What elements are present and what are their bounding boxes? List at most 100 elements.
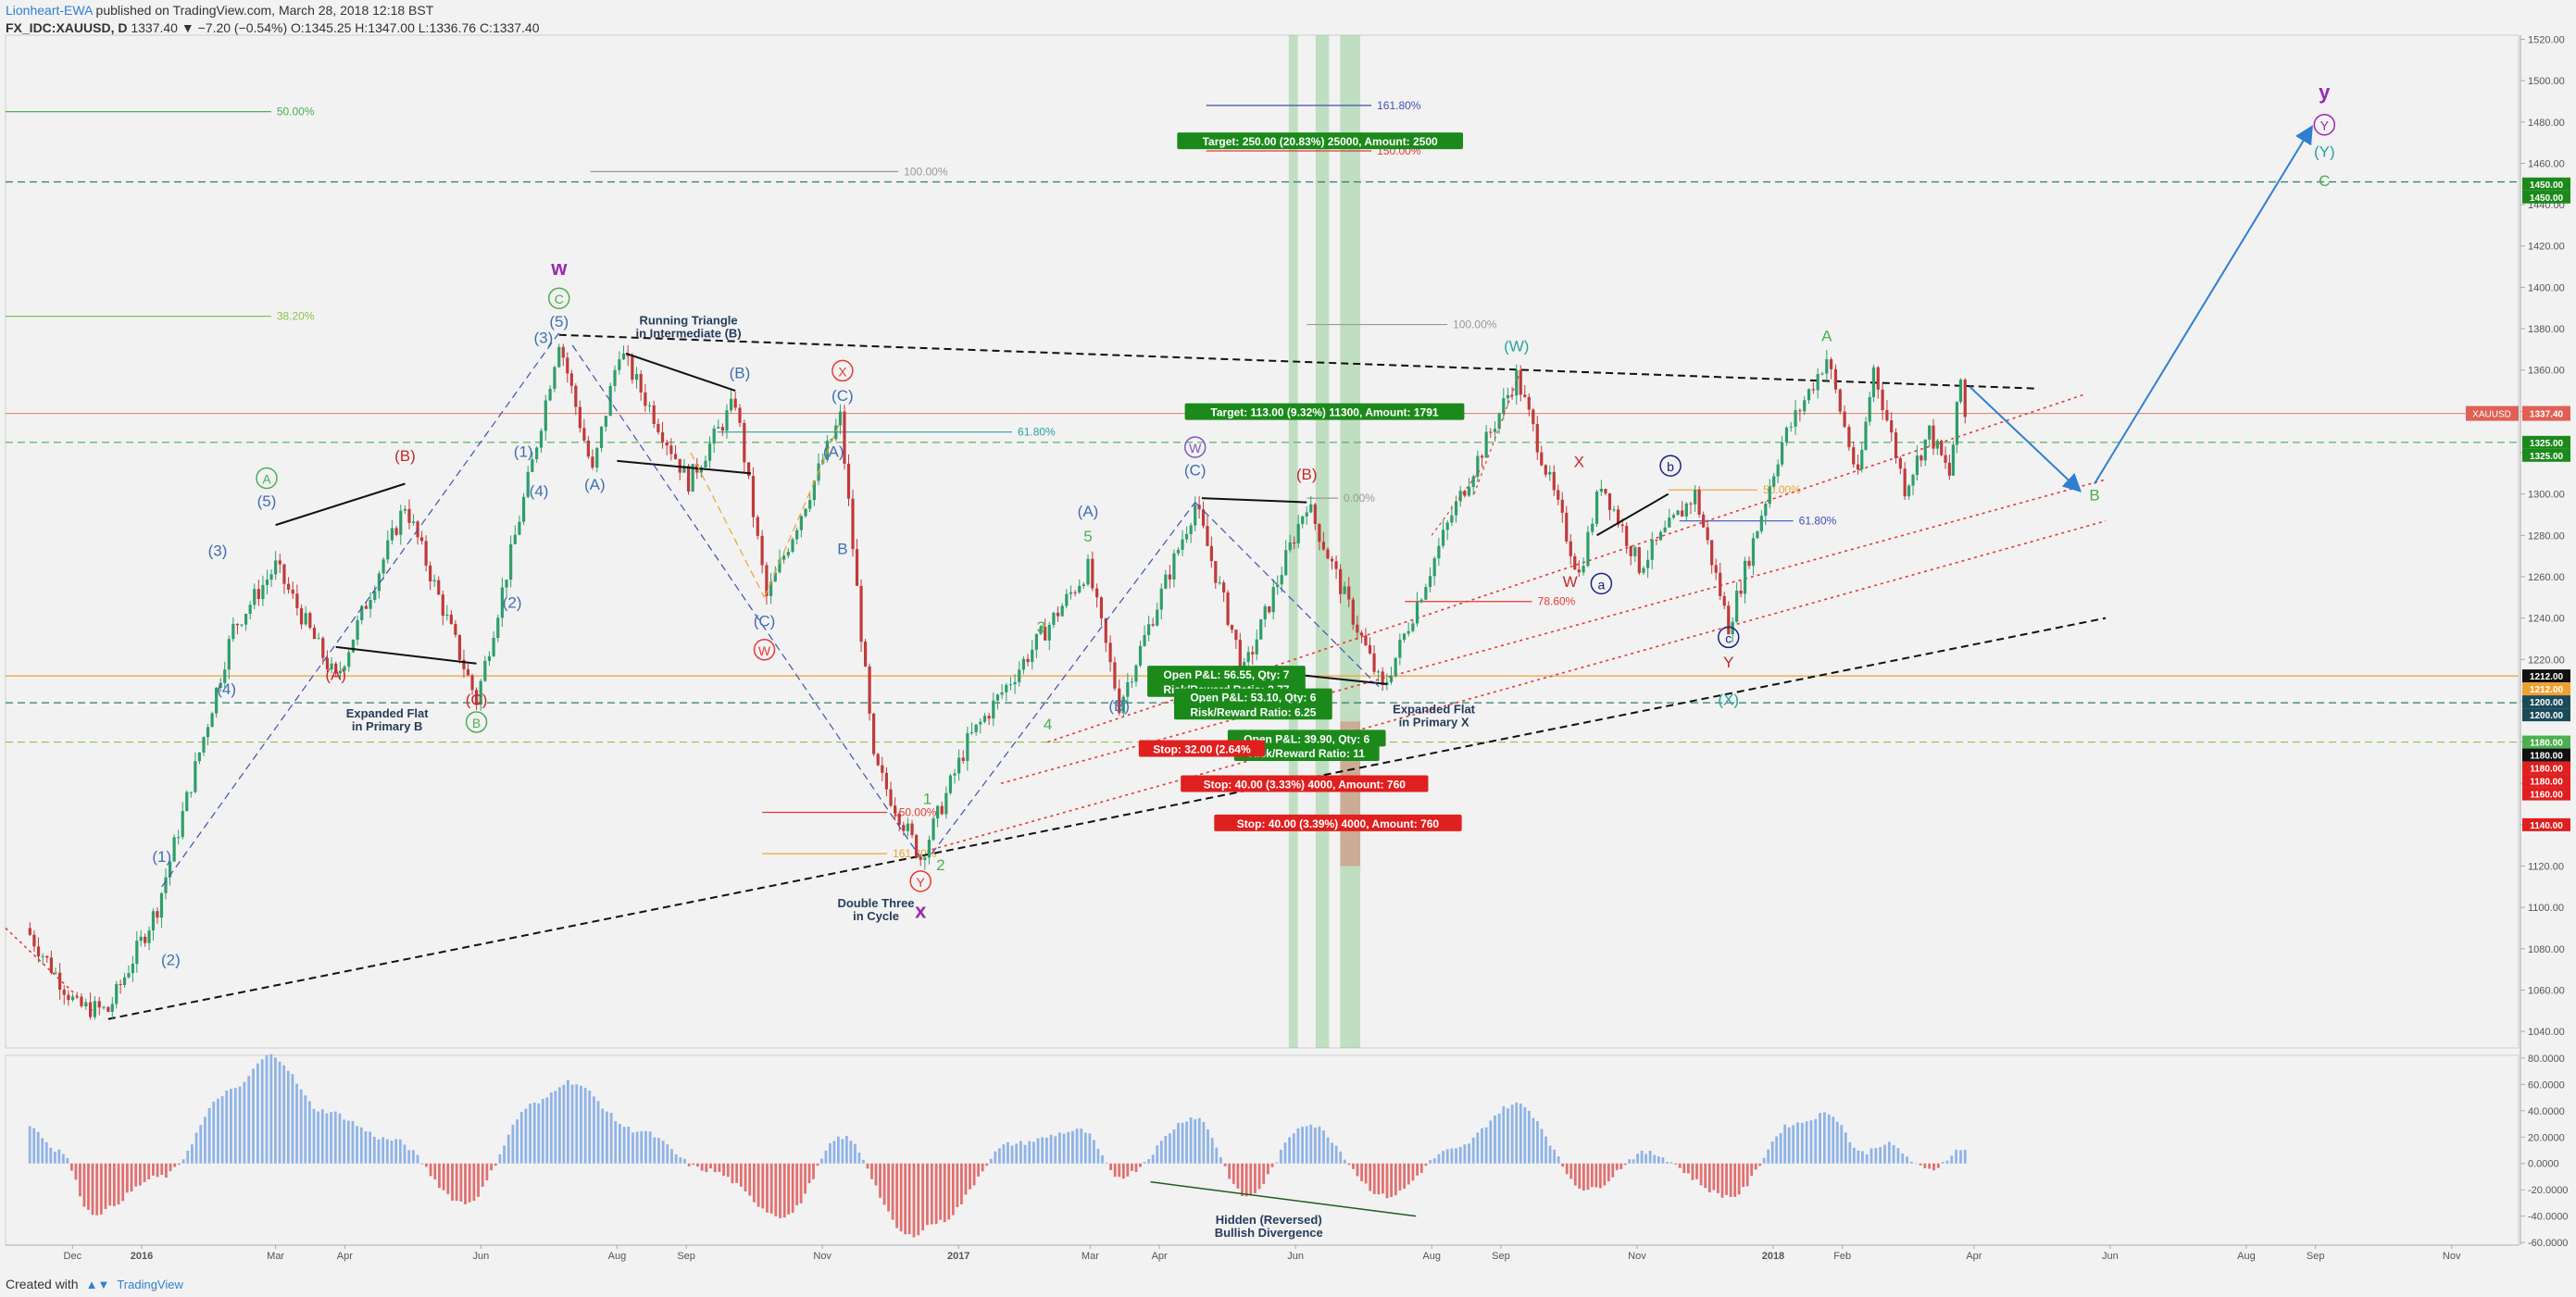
osc-bar-448 — [1945, 1160, 1949, 1164]
wave-label-49: (Y) — [2314, 143, 2335, 161]
osc-bar-154 — [692, 1163, 695, 1166]
candle-body-282 — [1234, 630, 1238, 641]
osc-bar-362 — [1578, 1163, 1582, 1190]
candle-body-336 — [1463, 491, 1467, 496]
candle-body-277 — [1214, 560, 1218, 583]
osc-bar-155 — [696, 1163, 699, 1167]
wave-label-24: B — [472, 716, 481, 730]
axis-marker-label-5: 1212.00 — [2530, 685, 2564, 695]
osc-bar-345 — [1507, 1108, 1509, 1164]
osc-bar-349 — [1523, 1106, 1527, 1164]
candle-body-150 — [669, 445, 673, 455]
osc-bar-316 — [1382, 1163, 1384, 1194]
axis-marker-3 — [2522, 448, 2570, 462]
osc-bar-331 — [1445, 1149, 1449, 1164]
osc-bar-111 — [506, 1134, 510, 1164]
candle-body-201 — [889, 789, 893, 806]
wave-label-30: 4 — [1044, 716, 1052, 733]
wave-label-38: X — [1574, 454, 1584, 471]
fib-levels: 50.00%38.20%100.00%61.80%150.00%161.80%1… — [6, 99, 1837, 860]
candle-body-304 — [1326, 549, 1330, 559]
axis-marker-label-13: 1140.00 — [2530, 821, 2563, 831]
candle-body-9 — [67, 994, 70, 1001]
candle-body-31 — [159, 892, 164, 918]
shaded-zone-2 — [1340, 35, 1361, 1048]
x-tick-label-6: Sep — [677, 1251, 695, 1262]
osc-bar-350 — [1527, 1110, 1531, 1164]
note-2-line-0: Double Three — [837, 896, 914, 910]
candle-body-345 — [1502, 398, 1506, 414]
candle-body-35 — [177, 837, 181, 839]
candle-body-369 — [1604, 488, 1607, 493]
author-link[interactable]: Lionheart-EWA — [6, 3, 93, 18]
candle-body-67 — [312, 628, 317, 640]
candle-body-385 — [1671, 515, 1676, 518]
osc-bar-229 — [1010, 1145, 1014, 1164]
osc-bar-295 — [1292, 1133, 1295, 1164]
y-tick-label-3: 1100.00 — [2528, 903, 2564, 914]
osc-bar-424 — [1840, 1125, 1844, 1164]
osc-bar-63 — [299, 1089, 303, 1164]
candle-body-178 — [791, 539, 794, 552]
candle-body-419 — [1816, 374, 1819, 391]
candle-body-260 — [1143, 634, 1146, 646]
candle-body-382 — [1658, 531, 1663, 541]
trade-text-0: Target: 250.00 (20.83%) 25000, Amount: 2… — [1203, 135, 1438, 148]
osc-bar-83 — [385, 1139, 389, 1164]
osc-bar-263 — [1156, 1145, 1159, 1164]
osc-bar-166 — [744, 1163, 747, 1191]
candle-body-441 — [1911, 474, 1915, 486]
osc-bar-380 — [1653, 1154, 1657, 1164]
osc-bar-0 — [28, 1126, 31, 1164]
osc-bar-388 — [1686, 1163, 1690, 1174]
candle-body-315 — [1372, 653, 1376, 672]
osc-bar-368 — [1603, 1163, 1607, 1186]
wave-label-0: w — [550, 256, 568, 280]
osc-tick-label-6: -40.0000 — [2528, 1212, 2568, 1223]
candle-body-234 — [1031, 649, 1034, 663]
osc-bar-113 — [516, 1119, 519, 1164]
tradingview-brand[interactable]: TradingView — [117, 1277, 183, 1291]
osc-bar-232 — [1023, 1144, 1027, 1164]
osc-bar-381 — [1657, 1156, 1660, 1164]
candle-body-120 — [539, 430, 544, 448]
osc-bar-278 — [1219, 1156, 1222, 1164]
osc-tick-label-2: 40.0000 — [2528, 1106, 2565, 1117]
candle-body-53 — [253, 589, 256, 605]
osc-bar-237 — [1045, 1137, 1048, 1164]
osc-bar-243 — [1071, 1130, 1074, 1164]
candle-body-360 — [1565, 512, 1569, 542]
osc-bar-93 — [429, 1163, 432, 1177]
candle-body-243 — [1069, 592, 1073, 594]
symbol-label[interactable]: FX_IDC:XAUUSD, D — [6, 20, 128, 35]
osc-bar-157 — [705, 1163, 708, 1173]
candle-body-88 — [403, 508, 407, 511]
oscillator-pane — [5, 1054, 2520, 1246]
osc-bar-337 — [1471, 1137, 1475, 1164]
candle-body-123 — [553, 367, 556, 390]
candle-body-78 — [360, 605, 364, 620]
osc-bar-110 — [503, 1145, 506, 1164]
osc-bar-374 — [1628, 1159, 1632, 1164]
candle-body-44 — [215, 687, 219, 714]
candle-body-340 — [1480, 455, 1484, 458]
osc-bar-10 — [70, 1163, 73, 1171]
trade-box-9 — [1181, 775, 1429, 792]
tradingview-logo-icon[interactable]: ▲▼ — [85, 1277, 110, 1291]
candle-body-367 — [1594, 492, 1599, 524]
candle-body-364 — [1582, 566, 1585, 573]
candle-body-106 — [479, 680, 482, 705]
osc-bar-256 — [1126, 1163, 1130, 1177]
candle-body-220 — [969, 731, 974, 733]
price-pane — [5, 34, 2520, 1049]
osc-bar-378 — [1644, 1154, 1647, 1164]
osc-bar-306 — [1339, 1151, 1343, 1164]
symbol-tag — [2466, 405, 2519, 421]
osc-bar-79 — [369, 1131, 372, 1164]
candle-body-241 — [1060, 605, 1064, 617]
osc-bar-8 — [61, 1154, 65, 1164]
osc-bar-383 — [1666, 1162, 1669, 1164]
osc-bar-255 — [1121, 1163, 1125, 1179]
